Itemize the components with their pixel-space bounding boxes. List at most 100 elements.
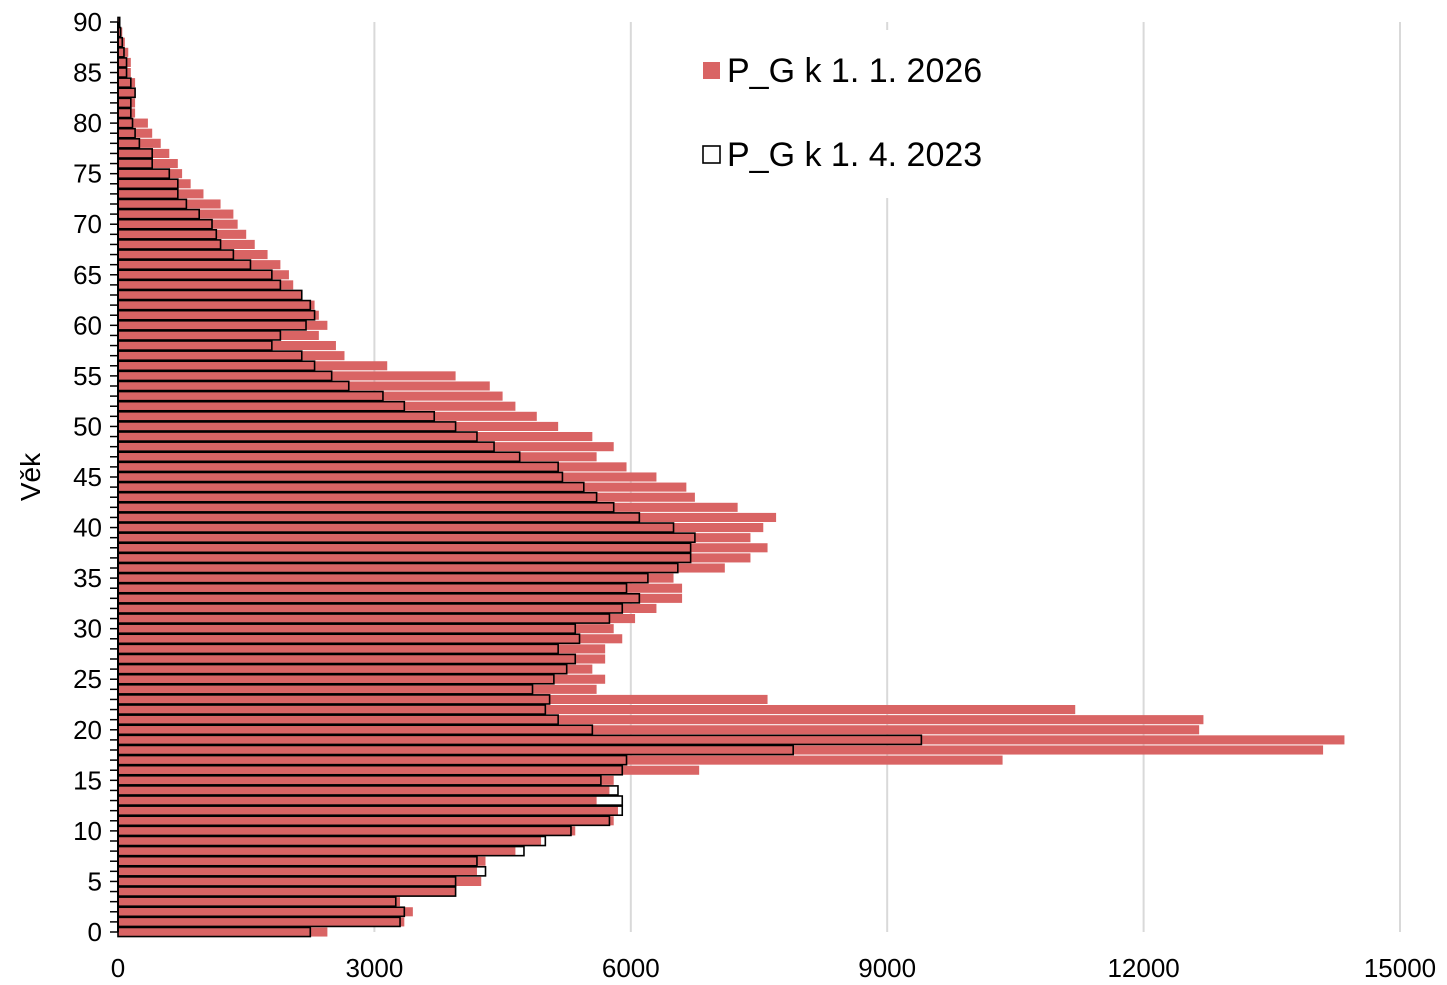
legend-label-2026: P_G k 1. 1. 2026	[727, 52, 982, 90]
bar-2026-age-41	[118, 512, 777, 522]
bar-2026-age-36	[118, 563, 725, 573]
bar-2026-age-33	[118, 593, 683, 603]
y-tick-label: 0	[88, 917, 102, 947]
bar-2026-age-73	[118, 189, 204, 199]
bar-2026-age-38	[118, 543, 768, 553]
y-tick-label: 15	[73, 765, 102, 795]
bar-2026-age-19	[118, 735, 1345, 745]
bar-2026-age-65	[118, 270, 289, 280]
legend-swatch-outline	[702, 145, 721, 164]
bar-2026-age-3	[118, 897, 401, 907]
bar-2026-age-23	[118, 694, 768, 704]
y-tick-label: 55	[73, 361, 102, 391]
x-tick-label: 0	[111, 953, 125, 983]
x-tick-label: 12000	[1107, 953, 1179, 983]
bar-2026-age-0	[118, 927, 328, 937]
y-tick-label: 10	[73, 816, 102, 846]
y-tick-label: 25	[73, 664, 102, 694]
bar-2026-age-53	[118, 391, 503, 401]
bar-2026-age-4	[118, 887, 456, 897]
bar-2026-age-88	[118, 37, 125, 47]
legend-label-2023: P_G k 1. 4. 2023	[727, 136, 982, 174]
bar-2026-age-11	[118, 816, 614, 826]
bar-2026-age-1	[118, 917, 405, 927]
bar-2026-age-12	[118, 806, 618, 816]
y-axis-label: Věk	[15, 452, 46, 501]
bar-2026-age-62	[118, 300, 315, 310]
bar-2026-age-54	[118, 381, 490, 391]
bar-2026-age-10	[118, 826, 576, 836]
x-tick-label: 6000	[602, 953, 660, 983]
bar-2026-age-71	[118, 209, 234, 219]
bar-2026-age-5	[118, 876, 482, 886]
legend: P_G k 1. 1. 2026 P_G k 1. 4. 2023	[690, 30, 1030, 198]
bar-2026-age-67	[118, 250, 268, 260]
legend-background	[690, 30, 1030, 198]
bar-2026-age-25	[118, 674, 606, 684]
bar-2026-age-40	[118, 523, 764, 533]
y-tick-label: 30	[73, 614, 102, 644]
bar-2026-age-69	[118, 229, 247, 239]
bar-2026-age-84	[118, 78, 136, 88]
bar-2026-age-74	[118, 179, 191, 189]
bar-2026-age-57	[118, 351, 345, 361]
bar-2026-age-43	[118, 492, 695, 502]
bar-2026-age-46	[118, 462, 627, 472]
bar-2026-age-16	[118, 765, 700, 775]
y-tick-label: 35	[73, 563, 102, 593]
axes: 0 5 10 15 20 25 30 35 40 45 50 55 60 65 70 75 80 85 90 0 300…	[73, 7, 1436, 983]
bar-2026-age-17	[118, 755, 1003, 765]
bar-2026-age-2	[118, 907, 413, 917]
bar-2026-age-45	[118, 472, 657, 482]
bar-2026-age-14	[118, 785, 610, 795]
bar-2026-age-34	[118, 583, 683, 593]
bar-2026-age-21	[118, 715, 1204, 725]
x-tick-label: 3000	[345, 953, 403, 983]
bar-2026-age-9	[118, 836, 542, 846]
y-tick-label: 70	[73, 209, 102, 239]
bar-2026-age-51	[118, 411, 537, 421]
bar-2026-age-52	[118, 401, 516, 411]
bar-2026-age-66	[118, 260, 281, 270]
bar-2026-age-61	[118, 310, 319, 320]
bar-2026-age-30	[118, 624, 614, 634]
bar-2026-age-50	[118, 421, 559, 431]
bar-2026-age-13	[118, 796, 597, 806]
bar-2026-age-64	[118, 280, 294, 290]
bar-2026-age-70	[118, 219, 238, 229]
bar-2026-age-72	[118, 199, 221, 209]
bar-2026-age-56	[118, 361, 388, 371]
y-tick-label: 5	[88, 866, 102, 896]
y-tick-label: 45	[73, 462, 102, 492]
bar-2026-age-49	[118, 432, 593, 442]
bar-2026-age-29	[118, 634, 623, 644]
bar-2026-age-59	[118, 330, 319, 340]
bar-2026-age-39	[118, 533, 751, 543]
bar-2026-age-60	[118, 320, 328, 330]
bar-2026-age-87	[118, 47, 129, 57]
bar-2026-age-18	[118, 745, 1324, 755]
bar-2026-age-68	[118, 239, 255, 249]
bars	[117, 16, 1345, 938]
bar-2026-age-37	[118, 553, 751, 563]
bar-2026-age-48	[118, 442, 614, 452]
bar-2026-age-83	[118, 88, 136, 98]
y-tick-label: 60	[73, 310, 102, 340]
bar-2026-age-28	[118, 644, 606, 654]
bar-2026-age-35	[118, 573, 674, 583]
y-tick-label: 65	[73, 260, 102, 290]
bar-2026-age-77	[118, 148, 170, 158]
bar-2026-age-76	[118, 159, 178, 169]
bar-2026-age-8	[118, 846, 516, 856]
bar-2026-age-47	[118, 452, 597, 462]
bar-2026-age-81	[118, 108, 136, 118]
y-tick-label: 80	[73, 108, 102, 138]
y-tick-label: 75	[73, 159, 102, 189]
x-tick-label: 15000	[1364, 953, 1436, 983]
y-tick-label: 20	[73, 715, 102, 745]
bar-2026-age-31	[118, 614, 636, 624]
y-tick-label: 85	[73, 58, 102, 88]
bar-2026-age-22	[118, 705, 1076, 715]
bar-2026-age-15	[118, 775, 614, 785]
